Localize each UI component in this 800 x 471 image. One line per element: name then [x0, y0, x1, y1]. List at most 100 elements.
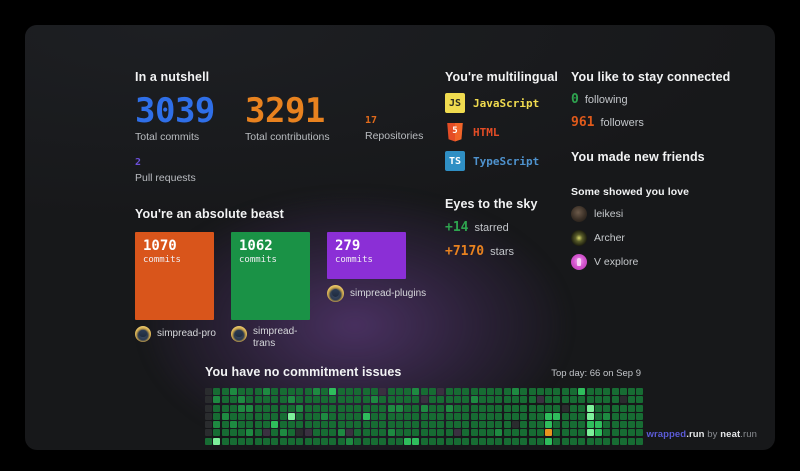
heatmap-cell[interactable] — [470, 396, 478, 404]
heatmap-cell[interactable] — [594, 421, 602, 429]
heatmap-cell[interactable] — [238, 437, 246, 445]
heatmap-cell[interactable] — [205, 412, 212, 420]
heatmap-cell[interactable] — [238, 421, 246, 429]
heatmap-cell[interactable] — [362, 396, 370, 404]
heatmap-cell[interactable] — [354, 421, 362, 429]
heatmap-cell[interactable] — [511, 437, 519, 445]
heatmap-cell[interactable] — [312, 396, 320, 404]
heatmap-cell[interactable] — [619, 396, 627, 404]
heatmap-cell[interactable] — [611, 388, 619, 395]
heatmap-cell[interactable] — [205, 396, 212, 404]
heatmap-cell[interactable] — [570, 429, 578, 437]
heatmap-cell[interactable] — [229, 437, 237, 445]
heatmap-cell[interactable] — [619, 412, 627, 420]
heatmap-cell[interactable] — [445, 437, 453, 445]
heatmap-cell[interactable] — [271, 412, 279, 420]
heatmap-cell[interactable] — [628, 412, 636, 420]
heatmap-cell[interactable] — [553, 404, 561, 412]
heatmap-cell[interactable] — [404, 404, 412, 412]
repo-label-row-0[interactable]: simpread-pro — [135, 326, 216, 342]
heatmap-cell[interactable] — [628, 404, 636, 412]
heatmap-cell[interactable] — [470, 421, 478, 429]
heatmap-cell[interactable] — [462, 404, 470, 412]
heatmap-cell[interactable] — [437, 437, 445, 445]
heatmap-cell[interactable] — [611, 429, 619, 437]
heatmap-cell[interactable] — [462, 388, 470, 395]
heatmap-cell[interactable] — [321, 412, 329, 420]
heatmap-cell[interactable] — [254, 412, 262, 420]
heatmap-cell[interactable] — [379, 429, 387, 437]
heatmap-cell[interactable] — [420, 437, 428, 445]
heatmap-cell[interactable] — [279, 388, 287, 395]
heatmap-cell[interactable] — [553, 429, 561, 437]
heatmap-cell[interactable] — [503, 388, 511, 395]
heatmap-cell[interactable] — [205, 429, 212, 437]
heatmap-cell[interactable] — [545, 421, 553, 429]
heatmap-cell[interactable] — [387, 388, 395, 395]
heatmap-cell[interactable] — [387, 404, 395, 412]
heatmap-cell[interactable] — [570, 388, 578, 395]
heatmap-cell[interactable] — [420, 412, 428, 420]
heatmap-cell[interactable] — [570, 412, 578, 420]
heatmap-cell[interactable] — [445, 388, 453, 395]
heatmap-cell[interactable] — [412, 437, 420, 445]
heatmap-cell[interactable] — [594, 437, 602, 445]
heatmap-cell[interactable] — [586, 429, 594, 437]
heatmap-cell[interactable] — [429, 412, 437, 420]
heatmap-cell[interactable] — [553, 437, 561, 445]
footer-attribution[interactable]: wrapped.run by neat.run — [646, 429, 757, 440]
heatmap-cell[interactable] — [603, 388, 611, 395]
heatmap-cell[interactable] — [246, 412, 254, 420]
heatmap-cell[interactable] — [445, 396, 453, 404]
heatmap-cell[interactable] — [412, 429, 420, 437]
heatmap-cell[interactable] — [478, 421, 486, 429]
heatmap-cell[interactable] — [578, 396, 586, 404]
heatmap-cell[interactable] — [470, 388, 478, 395]
heatmap-cell[interactable] — [246, 421, 254, 429]
heatmap-cell[interactable] — [279, 404, 287, 412]
heatmap-cell[interactable] — [511, 388, 519, 395]
heatmap-cell[interactable] — [570, 404, 578, 412]
heatmap-cell[interactable] — [329, 412, 337, 420]
heatmap-cell[interactable] — [511, 412, 519, 420]
heatmap-cell[interactable] — [603, 421, 611, 429]
heatmap-cell[interactable] — [287, 429, 295, 437]
heatmap-cell[interactable] — [321, 396, 329, 404]
heatmap-cell[interactable] — [487, 421, 495, 429]
heatmap-cell[interactable] — [453, 404, 461, 412]
heatmap-cell[interactable] — [337, 437, 345, 445]
heatmap-cell[interactable] — [561, 429, 569, 437]
heatmap-cell[interactable] — [329, 388, 337, 395]
heatmap-cell[interactable] — [287, 388, 295, 395]
heatmap-cell[interactable] — [628, 388, 636, 395]
heatmap-cell[interactable] — [370, 421, 378, 429]
heatmap-cell[interactable] — [545, 429, 553, 437]
heatmap-cell[interactable] — [246, 429, 254, 437]
heatmap-cell[interactable] — [213, 404, 221, 412]
heatmap-cell[interactable] — [528, 388, 536, 395]
heatmap-cell[interactable] — [586, 396, 594, 404]
heatmap-cell[interactable] — [395, 437, 403, 445]
heatmap-cell[interactable] — [254, 404, 262, 412]
heatmap-cell[interactable] — [312, 404, 320, 412]
heatmap-cell[interactable] — [238, 412, 246, 420]
heatmap-cell[interactable] — [263, 412, 271, 420]
heatmap-cell[interactable] — [429, 437, 437, 445]
heatmap-cell[interactable] — [296, 421, 304, 429]
heatmap-cell[interactable] — [594, 388, 602, 395]
heatmap-cell[interactable] — [561, 388, 569, 395]
heatmap-cell[interactable] — [520, 404, 528, 412]
heatmap-cell[interactable] — [437, 388, 445, 395]
heatmap-cell[interactable] — [387, 437, 395, 445]
heatmap-cell[interactable] — [545, 388, 553, 395]
heatmap-cell[interactable] — [254, 437, 262, 445]
heatmap-cell[interactable] — [636, 404, 644, 412]
heatmap-cell[interactable] — [362, 404, 370, 412]
heatmap-cell[interactable] — [263, 421, 271, 429]
heatmap-cell[interactable] — [304, 437, 312, 445]
heatmap-cell[interactable] — [354, 388, 362, 395]
heatmap-cell[interactable] — [578, 388, 586, 395]
heatmap-cell[interactable] — [312, 437, 320, 445]
heatmap-cell[interactable] — [636, 429, 644, 437]
heatmap-cell[interactable] — [346, 388, 354, 395]
